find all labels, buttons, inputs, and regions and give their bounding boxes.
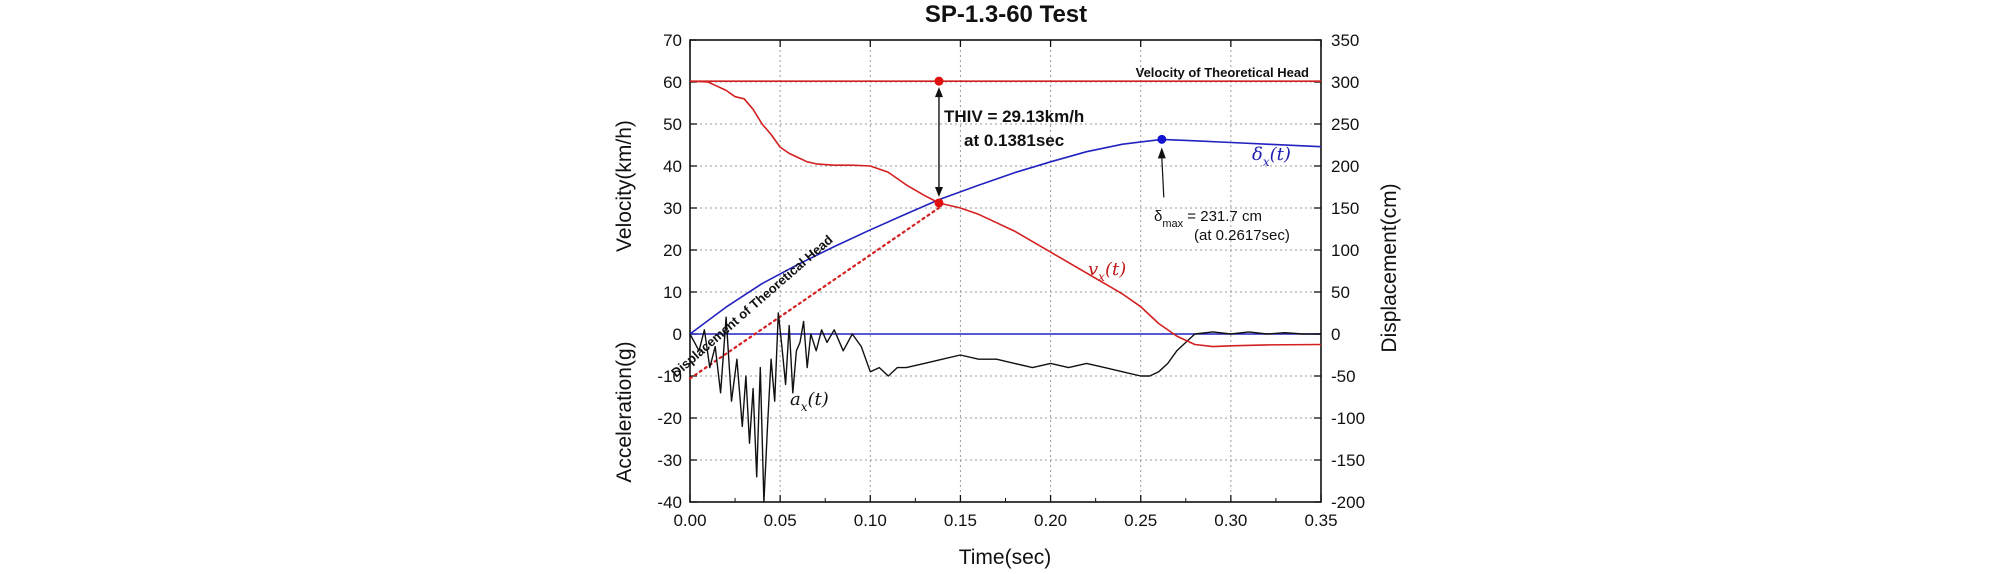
x-tick-label: 0.00	[673, 511, 706, 530]
y-left-tick-label: -20	[657, 409, 682, 428]
vx-series-label: vx(t)	[1088, 259, 1126, 284]
thiv-label: THIV = 29.13km/h	[944, 107, 1084, 126]
y-left-tick-label: 60	[663, 73, 682, 92]
dx-label-arg: (t)	[1270, 144, 1291, 165]
dx-label-sub: x	[1263, 155, 1270, 169]
ax-label-sub: x	[801, 400, 808, 414]
y-right-tick-label: -200	[1331, 493, 1365, 512]
vx-label-sub: x	[1098, 270, 1105, 284]
delta-max-label: δmax = 231.7 cm	[1154, 208, 1262, 230]
thiv-arrow	[934, 87, 943, 197]
y-axis-left-title-acceleration: Acceleration(g)	[613, 341, 636, 482]
x-axis: 0.00 0.05 0.10 0.15 0.20 0.25 0.30 0.35	[673, 40, 1338, 530]
delta-max-symbol: δ	[1154, 208, 1162, 225]
ax-series-label: ax(t)	[790, 389, 829, 414]
y-right-tick-label: 100	[1331, 241, 1359, 260]
y-left-tick-label: 20	[663, 241, 682, 260]
y-right-tick-label: 0	[1331, 325, 1340, 344]
y-right-tick-label: -100	[1331, 409, 1365, 428]
series-line-v-x-t-	[689, 80, 1322, 348]
y-left-tick-label: -40	[657, 493, 682, 512]
ax-label-main: a	[790, 389, 801, 410]
grid	[690, 40, 1321, 502]
y-right-tick-label: -50	[1331, 367, 1356, 386]
displacement-theoretical-head-label: Displacement of Theoretical Head	[668, 232, 835, 380]
x-tick-label: 0.20	[1034, 511, 1067, 530]
velocity-theoretical-head-label: Velocity of Theoretical Head	[1136, 65, 1309, 80]
y-left-tick-label: -10	[657, 367, 682, 386]
delta-max-value: = 231.7 cm	[1183, 208, 1262, 225]
y-right-tick-label: 50	[1331, 283, 1350, 302]
y-right-tick-label: -150	[1331, 451, 1365, 470]
y-left-tick-label: 50	[663, 115, 682, 134]
x-tick-label: 0.25	[1124, 511, 1157, 530]
y-right-tick-label: 250	[1331, 115, 1359, 134]
y-right-tick-label: 350	[1331, 31, 1359, 50]
x-axis-title: Time(sec)	[959, 546, 1052, 569]
dx-label-main: δ	[1252, 144, 1263, 165]
y-axis-right-title: Displacement(cm)	[1378, 183, 1401, 352]
y-left-tick-label: 30	[663, 199, 682, 218]
delta-max-subscript: max	[1162, 218, 1183, 230]
x-tick-label: 0.05	[764, 511, 797, 530]
delta-max-time-label: (at 0.2617sec)	[1194, 227, 1290, 244]
x-tick-label: 0.35	[1304, 511, 1337, 530]
marker-point	[934, 198, 944, 208]
x-tick-label: 0.15	[944, 511, 977, 530]
series-line-displacement-of-theoretical-head	[688, 206, 940, 380]
marker-point	[1157, 134, 1167, 144]
y-right-tick-label: 200	[1331, 157, 1359, 176]
y-left-tick-label: 0	[673, 325, 682, 344]
x-tick-label: 0.10	[854, 511, 887, 530]
y-axis-left: -40 -30 -20 -10 0 10 20 30 40 50 60 70	[657, 31, 697, 512]
y-axis-right: -200 -150 -100 -50 0 50 100 150 200 250 300 350	[1314, 31, 1365, 512]
series-layer	[688, 80, 1322, 503]
series-line-a-x-t-	[689, 312, 1321, 503]
marker-layer	[934, 76, 1167, 208]
y-left-tick-label: 10	[663, 283, 682, 302]
y-right-tick-label: 300	[1331, 73, 1359, 92]
x-tick-label: 0.30	[1214, 511, 1247, 530]
series-line--x-t-	[689, 138, 1322, 335]
chart-title: SP-1.3-60 Test	[925, 1, 1087, 28]
y-left-tick-label: 70	[663, 31, 682, 50]
marker-point	[934, 76, 944, 86]
delta-max-arrow	[1157, 147, 1166, 198]
ax-label-arg: (t)	[808, 389, 829, 410]
thiv-time-label: at 0.1381sec	[964, 131, 1064, 150]
y-right-tick-label: 150	[1331, 199, 1359, 218]
y-left-tick-label: -30	[657, 451, 682, 470]
dx-series-label: δx(t)	[1252, 144, 1291, 169]
vx-label-main: v	[1088, 259, 1098, 280]
y-axis-left-title-velocity: Velocity(km/h)	[613, 120, 636, 252]
vx-label-arg: (t)	[1105, 259, 1126, 280]
y-left-tick-label: 40	[663, 157, 682, 176]
